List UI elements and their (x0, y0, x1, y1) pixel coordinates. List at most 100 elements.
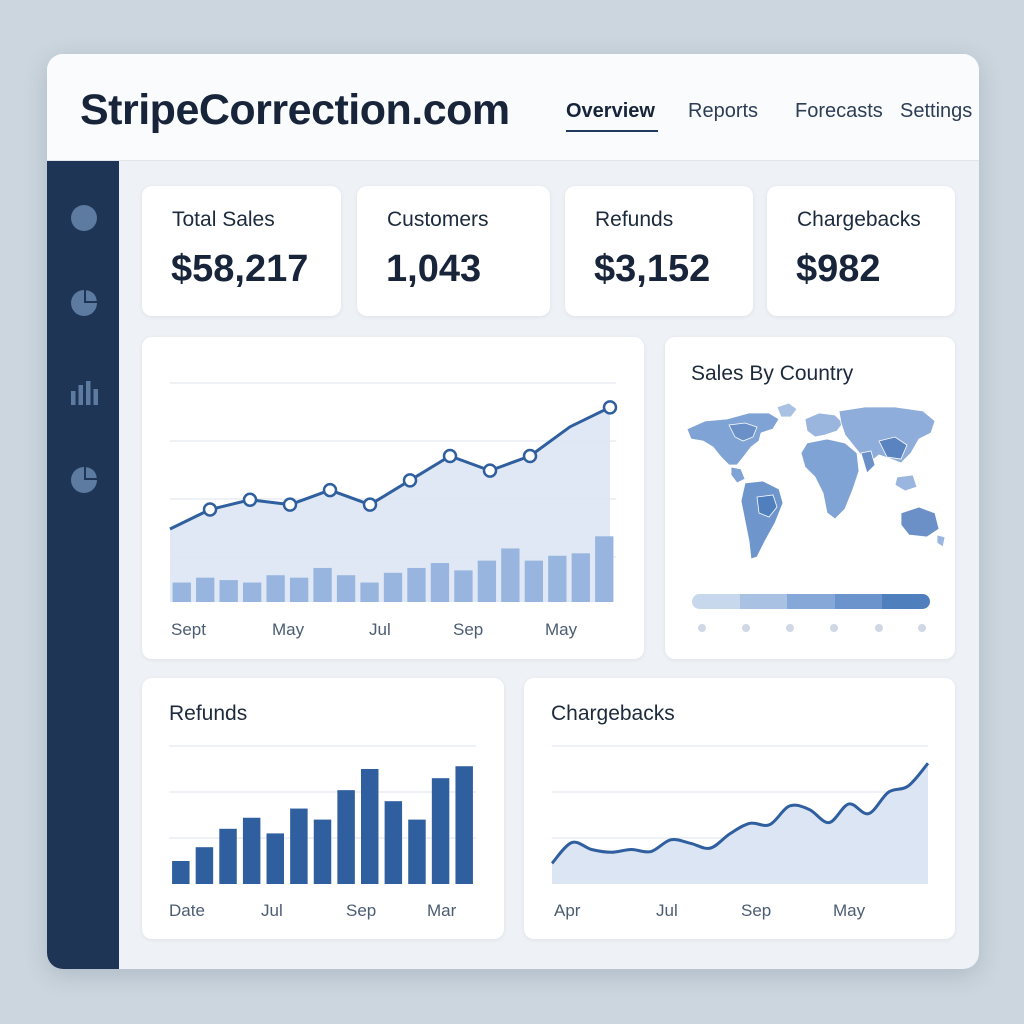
legend-dot (875, 624, 883, 632)
chargebacks-chart-card: Chargebacks Apr Jul Sep May (524, 678, 955, 939)
x-tick-label: Sept (171, 620, 206, 639)
stat-card-customers[interactable]: Customers 1,043 (357, 186, 550, 316)
refunds-chart-card: Refunds Date Jul Sep Mar (142, 678, 504, 939)
x-tick-label: Jul (369, 620, 391, 639)
india (860, 450, 876, 474)
refunds-chart[interactable] (142, 678, 504, 939)
legend-dot (830, 624, 838, 632)
stat-card-chargebacks[interactable]: Chargebacks $982 (767, 186, 955, 316)
refund-bar (384, 801, 403, 884)
sales-point (202, 502, 218, 517)
legend-dot (742, 624, 750, 632)
legend-dot (698, 624, 706, 632)
nav-settings[interactable]: Settings (900, 100, 973, 122)
chargebacks-area (552, 763, 928, 884)
card-title: Refunds (169, 702, 248, 725)
refund-bar (266, 833, 285, 884)
pie-chart-icon[interactable] (69, 465, 99, 495)
sales-bar (172, 582, 191, 602)
usa (728, 422, 758, 442)
x-tick-label: Date (169, 901, 205, 920)
stat-value: $982 (796, 248, 881, 290)
legend-dot (786, 624, 794, 632)
sales-bar (548, 555, 567, 602)
pie-chart-icon[interactable] (69, 288, 99, 318)
bar-chart-icon[interactable] (69, 377, 99, 407)
x-tick-label: Sep (453, 620, 484, 639)
sales-point (522, 448, 538, 464)
refund-bar (172, 861, 190, 884)
stat-label: Total Sales (172, 208, 275, 231)
card-title: Chargebacks (551, 702, 675, 725)
sales-by-country-card: Sales By Country (665, 337, 955, 659)
sales-point (282, 497, 298, 512)
sales-bar (336, 575, 356, 602)
chargebacks-line (550, 762, 930, 865)
legend-swatch (834, 594, 883, 609)
sales-bar (454, 570, 473, 602)
stat-card-refunds[interactable]: Refunds $3,152 (565, 186, 753, 316)
stat-label: Customers (387, 208, 489, 231)
sales-bar (501, 548, 520, 602)
refund-bar (431, 778, 450, 884)
sales-chart[interactable] (142, 337, 644, 659)
sales-chart-card: Sept May Jul Sep May (142, 337, 644, 659)
refund-bar (360, 769, 379, 884)
header: StripeCorrection.com Overview Reports Fo… (47, 54, 979, 161)
sales-area (170, 407, 610, 602)
sales-point (482, 463, 498, 478)
card-title: Sales By Country (691, 362, 854, 385)
sales-bar (524, 560, 543, 602)
brand-logo[interactable]: StripeCorrection.com (80, 86, 510, 134)
sales-bar (571, 553, 590, 602)
refund-bar (408, 819, 426, 884)
stat-value: $58,217 (171, 248, 309, 290)
greenland (776, 402, 798, 418)
legend-swatch (787, 594, 835, 609)
nav-forecasts[interactable]: Forecasts (795, 100, 883, 122)
south-america (740, 480, 784, 560)
chargebacks-chart[interactable] (524, 678, 955, 939)
sales-bar (219, 580, 238, 602)
refund-bar (337, 790, 355, 884)
sales-bar (243, 582, 262, 602)
sales-bar (595, 536, 614, 602)
legend-swatch (739, 594, 788, 609)
x-tick-label: Sep (741, 901, 772, 920)
sales-point (602, 400, 618, 415)
sales-point (362, 497, 378, 512)
asia (838, 406, 936, 464)
china (878, 436, 908, 460)
x-tick-label: Jul (656, 901, 678, 920)
refund-bar (290, 808, 308, 884)
sales-bar (360, 582, 379, 602)
stat-value: $3,152 (594, 248, 711, 290)
legend-dot (918, 624, 926, 632)
stat-card-total-sales[interactable]: Total Sales $58,217 (142, 186, 341, 316)
refund-bar (455, 766, 473, 884)
world-map[interactable] (665, 337, 955, 659)
nav-reports[interactable]: Reports (688, 100, 759, 122)
sales-bar (266, 575, 285, 602)
new-zealand (936, 534, 946, 548)
central-america (730, 466, 746, 484)
sales-bar (477, 560, 497, 602)
nav-active-underline (566, 130, 658, 132)
sales-point (442, 448, 458, 464)
sales-bar (407, 567, 426, 602)
refund-bar (195, 847, 214, 884)
refund-bar (219, 828, 237, 884)
x-tick-label: Sep (346, 901, 377, 920)
sales-point (322, 482, 338, 498)
stat-label: Refunds (595, 208, 674, 231)
nav-overview[interactable]: Overview (566, 100, 655, 122)
africa (800, 438, 860, 520)
x-tick-label: Apr (554, 901, 581, 920)
refund-bar (242, 817, 261, 884)
sales-point (242, 492, 258, 508)
circle-icon[interactable] (69, 203, 99, 233)
sales-bar (196, 577, 215, 602)
sales-bar (430, 563, 450, 602)
europe (804, 412, 844, 438)
stat-value: 1,043 (386, 248, 482, 290)
